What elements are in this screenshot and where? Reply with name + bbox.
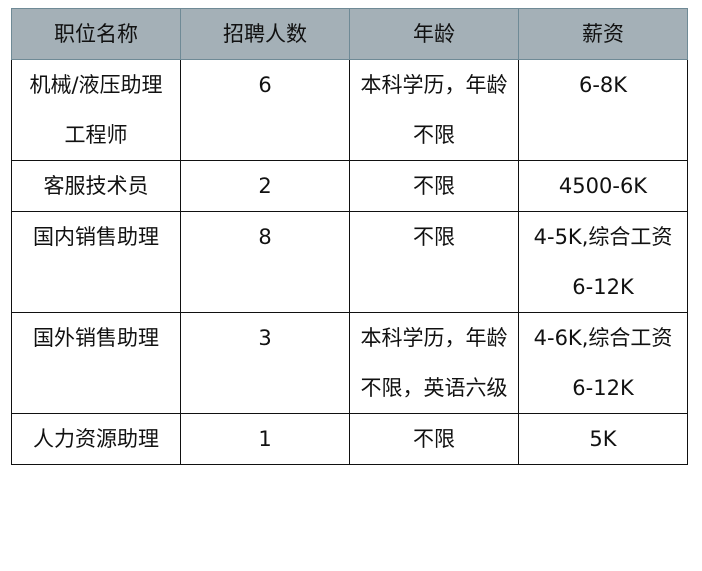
cell-position: 国内销售助理 bbox=[11, 211, 181, 313]
table-row: 客服技术员 2 不限 4500-6K bbox=[11, 160, 688, 212]
cell-count: 6 bbox=[180, 59, 350, 161]
header-position: 职位名称 bbox=[11, 8, 181, 60]
cell-salary: 4-6K,综合工资 6-12K bbox=[518, 312, 688, 414]
header-row: 职位名称 招聘人数 年龄 薪资 bbox=[11, 8, 688, 60]
cell-salary: 4500-6K bbox=[518, 160, 688, 212]
cell-position: 国外销售助理 bbox=[11, 312, 181, 414]
cell-salary: 5K bbox=[518, 413, 688, 465]
table-row: 国内销售助理 8 不限 4-5K,综合工资 6-12K bbox=[11, 211, 688, 313]
header-age: 年龄 bbox=[349, 8, 519, 60]
cell-age: 本科学历，年龄不限 bbox=[349, 59, 519, 161]
cell-count: 2 bbox=[180, 160, 350, 212]
recruitment-table: 职位名称 招聘人数 年龄 薪资 机械/液压助理工程师 6 本科学历，年龄不限 6-8K… bbox=[11, 8, 688, 465]
cell-salary: 6-8K bbox=[518, 59, 688, 161]
table-row: 人力资源助理 1 不限 5K bbox=[11, 413, 688, 465]
cell-position: 人力资源助理 bbox=[11, 413, 181, 465]
cell-count: 8 bbox=[180, 211, 350, 313]
cell-count: 1 bbox=[180, 413, 350, 465]
cell-age: 不限 bbox=[349, 211, 519, 313]
cell-position: 客服技术员 bbox=[11, 160, 181, 212]
cell-age: 不限 bbox=[349, 413, 519, 465]
header-salary: 薪资 bbox=[518, 8, 688, 60]
table-row: 机械/液压助理工程师 6 本科学历，年龄不限 6-8K bbox=[11, 59, 688, 161]
table-row: 国外销售助理 3 本科学历，年龄不限，英语六级 4-6K,综合工资 6-12K bbox=[11, 312, 688, 414]
cell-count: 3 bbox=[180, 312, 350, 414]
header-count: 招聘人数 bbox=[180, 8, 350, 60]
cell-position: 机械/液压助理工程师 bbox=[11, 59, 181, 161]
cell-age: 不限 bbox=[349, 160, 519, 212]
cell-salary: 4-5K,综合工资 6-12K bbox=[518, 211, 688, 313]
cell-age: 本科学历，年龄不限，英语六级 bbox=[349, 312, 519, 414]
